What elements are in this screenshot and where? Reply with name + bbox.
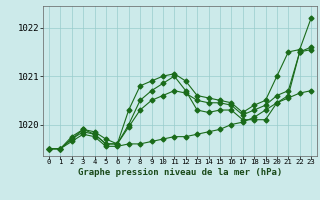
X-axis label: Graphe pression niveau de la mer (hPa): Graphe pression niveau de la mer (hPa) — [78, 168, 282, 177]
